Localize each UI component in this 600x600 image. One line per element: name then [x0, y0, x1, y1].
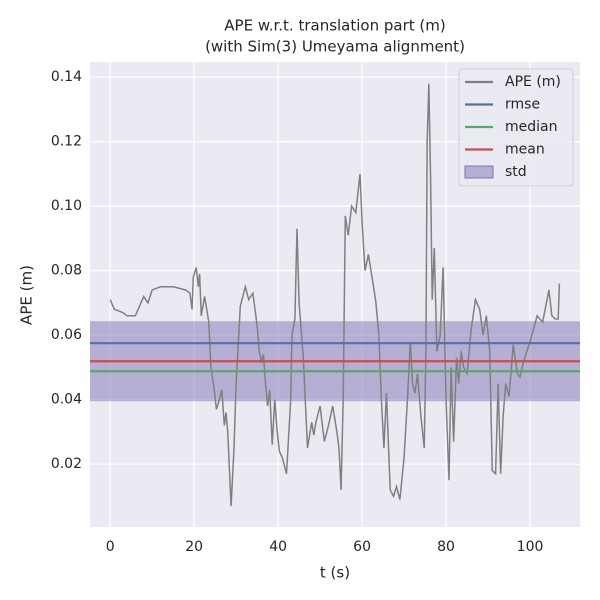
legend-swatch — [464, 165, 494, 179]
y-tick-label: 0.12 — [51, 134, 82, 150]
legend-label: std — [505, 164, 527, 180]
y-tick-label: 0.14 — [51, 69, 82, 85]
ape-line — [109, 83, 561, 507]
chart-subtitle: (with Sim(3) Umeyama alignment) — [205, 38, 465, 56]
x-tick-label: 40 — [269, 539, 287, 555]
y-tick-label: 0.08 — [51, 263, 82, 279]
x-tick-label: 60 — [353, 539, 371, 555]
legend-label: median — [505, 119, 557, 135]
y-tick-label: 0.06 — [51, 327, 82, 343]
y-axis-label: APE (m) — [18, 265, 36, 325]
x-tick-label: 0 — [106, 539, 115, 555]
x-tick-label: 80 — [437, 539, 455, 555]
legend-label: rmse — [505, 97, 540, 113]
legend-box — [458, 68, 574, 187]
chart-title: APE w.r.t. translation part (m) — [224, 17, 445, 35]
y-tick-label: 0.04 — [51, 392, 82, 408]
x-tick-label: 20 — [185, 539, 203, 555]
x-axis-label: t (s) — [320, 564, 350, 582]
legend-label: mean — [505, 142, 545, 158]
legend-label: APE (m) — [505, 74, 561, 90]
x-tick-label: 100 — [517, 539, 544, 555]
y-tick-label: 0.02 — [51, 456, 82, 472]
y-tick-label: 0.10 — [51, 198, 82, 214]
